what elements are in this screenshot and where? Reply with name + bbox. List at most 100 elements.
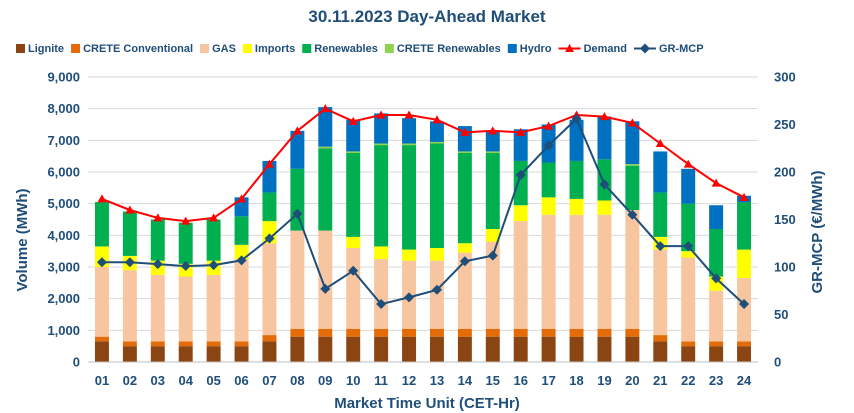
bar-imports xyxy=(681,251,696,258)
gr-mcp-point xyxy=(404,292,415,303)
bar-gas xyxy=(262,243,277,336)
bar-crete-conventional xyxy=(541,328,556,337)
bar-crete-conventional xyxy=(122,341,137,347)
demand-point xyxy=(599,112,609,121)
bar-gas xyxy=(485,241,500,329)
bar-gas xyxy=(346,248,361,329)
bar-lignite xyxy=(625,336,640,362)
y2-axis-title: GR-MCP (€/MWh) xyxy=(809,170,826,293)
bar-lignite xyxy=(597,336,612,362)
x-tick-label: 21 xyxy=(653,373,667,388)
bar-lignite xyxy=(709,346,724,362)
bar-lignite xyxy=(178,346,193,362)
bar-renewables xyxy=(457,153,472,244)
demand-point xyxy=(432,115,442,124)
legend-swatch xyxy=(242,44,252,53)
legend-label: CRETE Conventional xyxy=(83,43,193,55)
demand-point xyxy=(739,192,749,201)
bar-hydro xyxy=(709,205,724,229)
bar-crete-conventional xyxy=(178,341,193,347)
legend-label: Renewables xyxy=(314,43,378,55)
y2-tick-label: 0 xyxy=(774,355,781,370)
bar-renewables xyxy=(178,222,193,264)
demand-point xyxy=(655,139,665,147)
x-tick-label: 06 xyxy=(234,373,248,388)
gr-mcp-point xyxy=(320,283,331,294)
legend-swatch xyxy=(71,44,81,53)
y-tick-label: 8,000 xyxy=(47,101,80,116)
bar-imports xyxy=(513,205,528,222)
x-axis-title: Market Time Unit (CET-Hr) xyxy=(334,395,520,412)
bar-crete-conventional xyxy=(429,328,444,337)
bar-renewables xyxy=(737,202,752,250)
bar-lignite xyxy=(402,336,417,362)
demand-point xyxy=(264,159,274,168)
bar-crete-renewables xyxy=(318,146,333,149)
bar-gas xyxy=(206,274,221,342)
bar-gas xyxy=(318,230,333,329)
x-tick-label: 04 xyxy=(178,373,193,388)
bar-renewables xyxy=(346,153,361,237)
axes: 0 1,000 2,000 3,000 4,000 5,000 6,000 7,000 8,00… xyxy=(47,70,795,389)
bar-renewables xyxy=(290,168,305,231)
bar-gas xyxy=(541,214,556,329)
gridlines xyxy=(88,76,758,363)
bar-hydro xyxy=(429,121,444,142)
bar-imports xyxy=(597,200,612,215)
y-tick-label: 7,000 xyxy=(47,133,80,148)
demand-point xyxy=(348,116,358,125)
bar-lignite xyxy=(485,336,500,362)
bar-renewables xyxy=(150,219,165,261)
bar-crete-conventional xyxy=(402,328,417,337)
bar-crete-renewables xyxy=(402,143,417,146)
bar-imports xyxy=(234,244,249,260)
demand-point xyxy=(460,127,470,136)
demand-point xyxy=(627,118,637,127)
legend-marker xyxy=(565,44,575,52)
bar-gas xyxy=(122,270,137,342)
bar-imports xyxy=(709,276,724,291)
chart-title: 30.11.2023 Day-Ahead Market xyxy=(308,7,546,26)
bar-hydro xyxy=(513,129,528,161)
bar-hydro xyxy=(597,116,612,160)
x-tick-label: 14 xyxy=(458,373,473,388)
bar-imports xyxy=(346,236,361,248)
bar-lignite xyxy=(457,336,472,362)
gr-mcp-point xyxy=(152,259,163,270)
bar-lignite xyxy=(653,341,668,362)
x-tick-label: 09 xyxy=(318,373,332,388)
bar-lignite xyxy=(122,346,137,362)
legend-swatch xyxy=(384,44,394,53)
legend-marker xyxy=(639,43,650,54)
bar-renewables xyxy=(513,160,528,206)
bar-crete-conventional xyxy=(150,341,165,347)
bar-renewables xyxy=(429,143,444,248)
legend-item-hydro: Hydro xyxy=(507,43,552,55)
gr-mcp-point xyxy=(236,255,247,266)
bar-crete-renewables xyxy=(625,164,640,166)
legend-item-lignite: Lignite xyxy=(16,43,64,55)
x-tick-label: 15 xyxy=(486,373,500,388)
bar-gas xyxy=(653,249,668,336)
demand-point xyxy=(516,127,526,136)
bar-renewables xyxy=(625,165,640,210)
legend-swatch xyxy=(200,44,210,53)
bar-renewables xyxy=(94,202,109,247)
demand-point xyxy=(711,178,721,187)
legend-swatch xyxy=(302,44,312,53)
bar-lignite xyxy=(429,336,444,362)
bar-hydro xyxy=(290,130,305,169)
bar-hydro xyxy=(625,121,640,165)
gr-mcp-point xyxy=(739,299,750,310)
bar-gas xyxy=(625,210,640,329)
y-tick-label: 1,000 xyxy=(47,323,80,338)
x-tick-label: 17 xyxy=(541,373,555,388)
bar-gas xyxy=(513,221,528,329)
bar-lignite xyxy=(374,336,389,362)
bar-lignite xyxy=(150,346,165,362)
bar-imports xyxy=(737,249,752,279)
bar-lignite xyxy=(234,346,249,362)
y2-tick-label: 300 xyxy=(774,70,796,85)
legend-label: Hydro xyxy=(520,43,552,55)
gr-mcp-point xyxy=(683,241,694,252)
